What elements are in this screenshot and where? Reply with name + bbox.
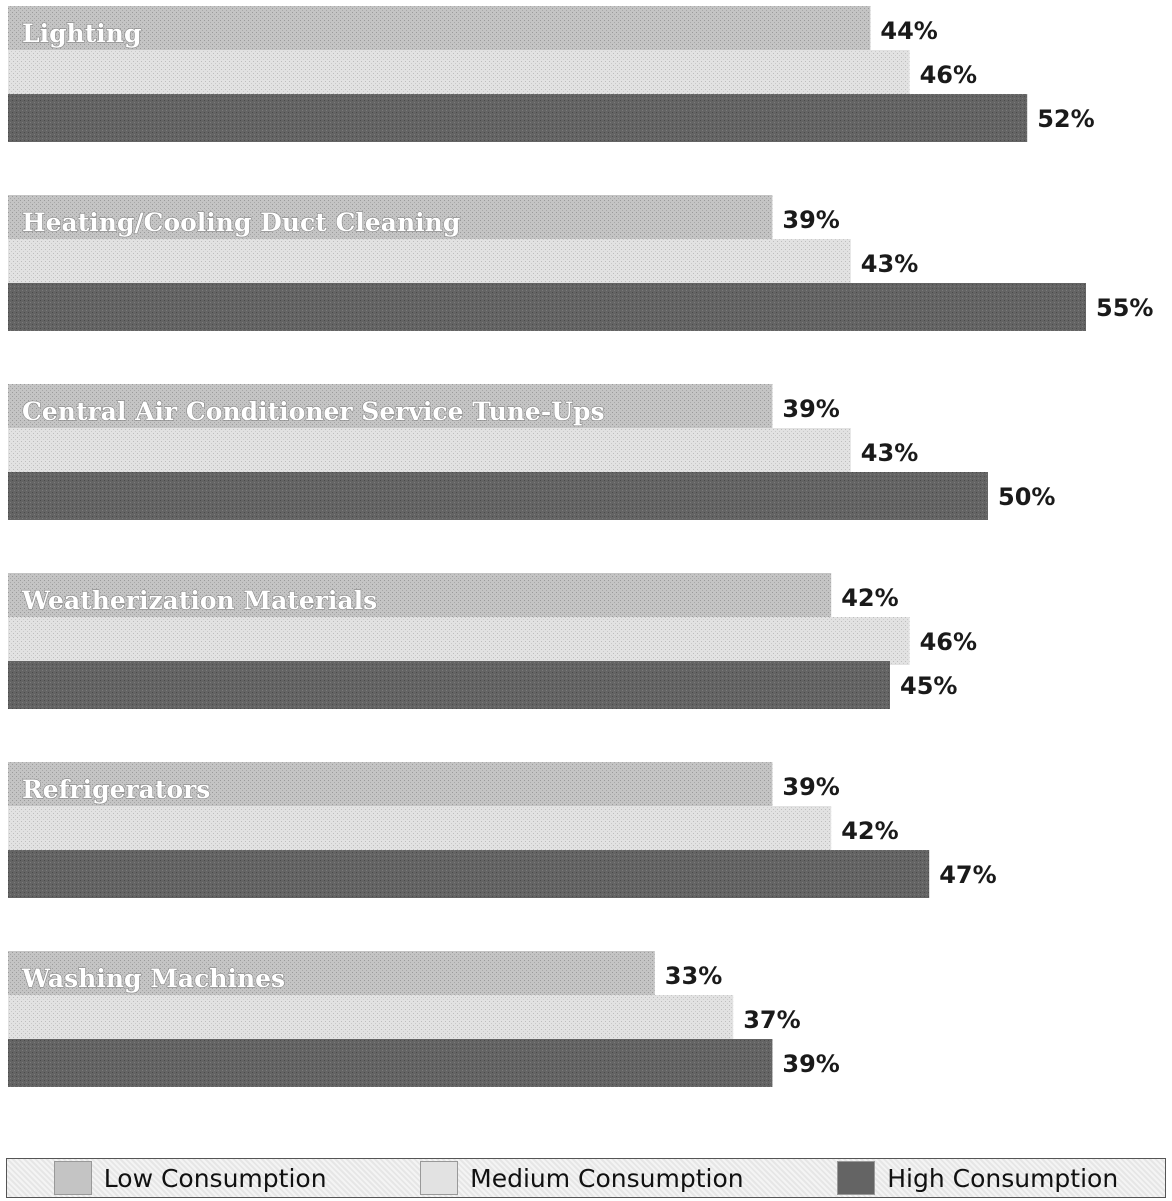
bar-low-1 xyxy=(8,195,773,243)
legend-label-medium: Medium Consumption xyxy=(470,1163,744,1193)
category-label-3: Weatherization Materials xyxy=(21,586,377,615)
category-label-5: Washing Machines xyxy=(21,964,285,993)
bar-high-2 xyxy=(8,472,988,520)
legend-item-medium: Medium Consumption xyxy=(420,1161,744,1195)
value-label-low-2: 39% xyxy=(782,395,839,423)
bar-low-2 xyxy=(8,384,773,432)
bar-chart: 44% 46% 52% Lighting 39% 43% 55% Heating/Coolin… xyxy=(8,6,1153,1087)
bar-high-4 xyxy=(8,850,930,898)
value-label-high-4: 47% xyxy=(939,861,996,889)
value-label-medium-1: 43% xyxy=(861,250,918,278)
bar-low-5 xyxy=(8,951,655,999)
value-label-high-1: 55% xyxy=(1096,294,1153,322)
category-label-1: Heating/Cooling Duct Cleaning xyxy=(22,208,460,237)
value-label-medium-0: 46% xyxy=(920,61,977,89)
value-label-medium-2: 43% xyxy=(861,439,918,467)
bar-medium-4 xyxy=(8,806,832,854)
category-label-0: Lighting xyxy=(22,19,141,48)
bar-medium-1 xyxy=(8,239,851,287)
bar-high-0 xyxy=(8,94,1028,142)
legend-label-high: High Consumption xyxy=(887,1163,1119,1193)
chart-legend: Low Consumption Medium Consumption High … xyxy=(6,1158,1166,1198)
value-label-low-3: 42% xyxy=(841,584,898,612)
value-label-medium-3: 46% xyxy=(920,628,977,656)
value-label-high-0: 52% xyxy=(1037,105,1094,133)
legend-item-low: Low Consumption xyxy=(53,1161,327,1195)
value-label-low-1: 39% xyxy=(782,206,839,234)
value-label-high-3: 45% xyxy=(900,672,957,700)
bar-low-0 xyxy=(8,6,871,54)
bar-low-4 xyxy=(8,762,773,810)
legend-label-low: Low Consumption xyxy=(103,1163,327,1193)
legend-swatch-low xyxy=(53,1161,92,1195)
value-label-medium-4: 42% xyxy=(841,817,898,845)
value-label-high-2: 50% xyxy=(998,483,1055,511)
bar-high-3 xyxy=(8,661,890,709)
bar-medium-0 xyxy=(8,50,910,98)
category-label-2: Central Air Conditioner Service Tune-Ups xyxy=(22,397,605,426)
value-label-high-5: 39% xyxy=(782,1050,839,1078)
bar-high-1 xyxy=(8,283,1086,331)
legend-item-high: High Consumption xyxy=(837,1161,1118,1195)
category-label-4: Refrigerators xyxy=(22,775,210,804)
bar-medium-3 xyxy=(8,617,910,665)
value-label-low-5: 33% xyxy=(665,962,722,990)
bar-medium-2 xyxy=(8,428,851,476)
value-label-low-0: 44% xyxy=(880,17,937,45)
bar-high-5 xyxy=(8,1039,773,1087)
bar-low-3 xyxy=(8,573,832,621)
value-label-medium-5: 37% xyxy=(743,1006,800,1034)
value-label-low-4: 39% xyxy=(782,773,839,801)
legend-swatch-high xyxy=(837,1161,876,1195)
legend-swatch-medium xyxy=(420,1161,459,1195)
bar-medium-5 xyxy=(8,995,734,1043)
